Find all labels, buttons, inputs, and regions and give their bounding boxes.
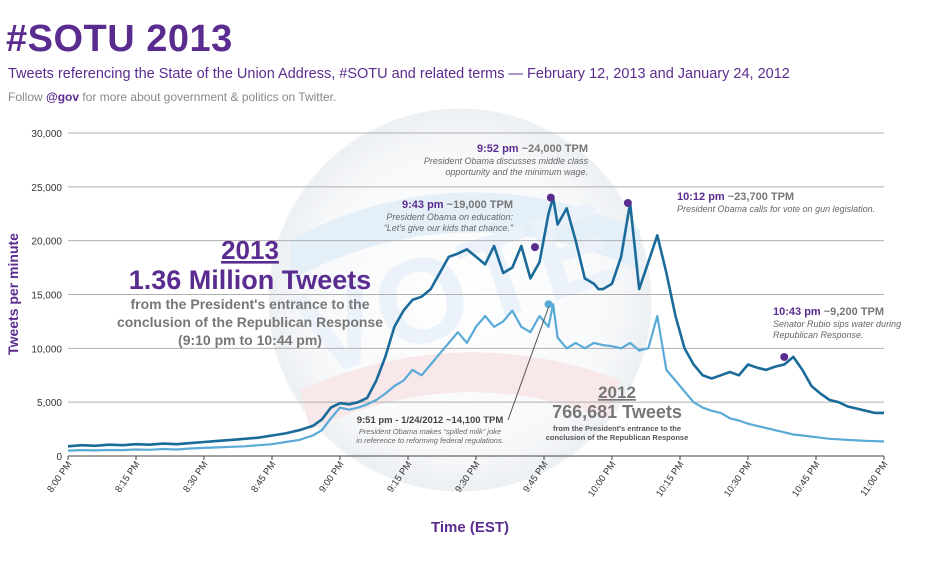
- callout-text: President Obama discusses middle class: [424, 156, 589, 166]
- callout-marker: [780, 352, 789, 361]
- summary-2013-total: 1.36 Million Tweets: [129, 265, 372, 295]
- chart-series: [67, 196, 885, 452]
- callout-tpm: ~23,700 TPM: [728, 191, 794, 203]
- callout-heading: 9:43 pm ~19,000 TPM: [402, 199, 513, 211]
- callout-text: President Obama makes “spilled milk” jok…: [359, 427, 501, 436]
- follow-note: Follow @gov for more about government & …: [8, 90, 336, 104]
- summary-2012-year: 2012: [598, 383, 636, 402]
- callout-text: President Obama calls for vote on gun le…: [677, 204, 875, 214]
- callout-marker: [530, 243, 539, 252]
- callout-time: 9:51 pm - 1/24/2012: [357, 415, 446, 426]
- callout-marker: [544, 300, 553, 309]
- page-title: #SOTU 2013: [6, 18, 233, 60]
- x-tick-label: 10:00 PM: [586, 459, 618, 499]
- y-tick-label: 25,000: [31, 183, 62, 194]
- y-axis-title: Tweets per minute: [5, 233, 21, 355]
- x-tick-label: 10:15 PM: [654, 459, 686, 499]
- callout-text: Republican Response.: [773, 330, 864, 340]
- callout-time: 10:43 pm: [773, 306, 824, 318]
- summary-2013-year: 2013: [221, 235, 279, 265]
- callout-marker: [546, 193, 555, 202]
- callout-tpm: ~24,000 TPM: [522, 143, 588, 155]
- callout-text: opportunity and the minimum wage.: [445, 167, 588, 177]
- callout-tpm: ~14,100 TPM: [446, 415, 503, 426]
- callout-heading: 10:43 pm ~9,200 TPM: [773, 306, 884, 318]
- callout-heading: 9:51 pm - 1/24/2012 ~14,100 TPM: [357, 415, 504, 426]
- series-line-2013: [67, 196, 884, 448]
- callout-connector: [507, 307, 550, 421]
- callout-marker: [623, 198, 632, 207]
- chart-marks: [530, 193, 789, 361]
- y-tick-label: 20,000: [31, 237, 62, 248]
- callout-time: 10:12 pm: [677, 191, 728, 203]
- x-tick-label: 8:00 PM: [45, 459, 74, 494]
- summary-2012-total: 766,681 Tweets: [552, 402, 682, 422]
- callout-heading: 10:12 pm ~23,700 TPM: [677, 191, 794, 203]
- summary-2013-line: conclusion of the Republican Response: [117, 314, 383, 330]
- follow-post: for more about government & politics on …: [79, 90, 337, 104]
- summary-2013-line: from the President's entrance to the: [130, 296, 369, 312]
- callout-text: President Obama on education:: [386, 212, 513, 222]
- summary-2012-line: conclusion of the Republican Response: [546, 433, 689, 442]
- summary-2012-line: from the President's entrance to the: [553, 424, 681, 433]
- callout-time: 9:43 pm: [402, 199, 447, 211]
- x-tick-label: 10:45 PM: [790, 459, 822, 499]
- callout-heading: 9:52 pm ~24,000 TPM: [477, 143, 588, 155]
- x-tick-label: 10:30 PM: [722, 459, 754, 499]
- x-tick-label: 8:30 PM: [181, 459, 210, 494]
- callout-time: 9:52 pm: [477, 143, 522, 155]
- y-tick-label: 5,000: [37, 398, 62, 409]
- y-tick-label: 10,000: [31, 344, 62, 355]
- x-tick-label: 8:45 PM: [249, 459, 278, 494]
- follow-pre: Follow: [8, 90, 47, 104]
- page-subtitle: Tweets referencing the State of the Unio…: [8, 66, 790, 82]
- gov-handle-link[interactable]: @gov: [46, 90, 80, 104]
- callout-tpm: ~9,200 TPM: [824, 306, 884, 318]
- x-tick-label: 9:00 PM: [317, 459, 346, 494]
- x-tick-label: 11:00 PM: [859, 459, 891, 498]
- callout-text: “Let's give our kids that chance.”: [384, 223, 514, 233]
- y-tick-label: 0: [56, 452, 62, 463]
- callout-tpm: ~19,000 TPM: [447, 199, 513, 211]
- x-axis-title: Time (EST): [431, 519, 509, 536]
- callout-text: Senator Rubio sips water during: [773, 319, 901, 329]
- series-line-2012: [67, 303, 885, 452]
- x-tick-label: 8:15 PM: [113, 459, 142, 494]
- y-tick-label: 15,000: [31, 291, 62, 302]
- summary-2013-line: (9:10 pm to 10:44 pm): [178, 332, 322, 348]
- y-tick-label: 30,000: [31, 129, 62, 140]
- callout-text: in reference to reforming federal regula…: [356, 436, 504, 445]
